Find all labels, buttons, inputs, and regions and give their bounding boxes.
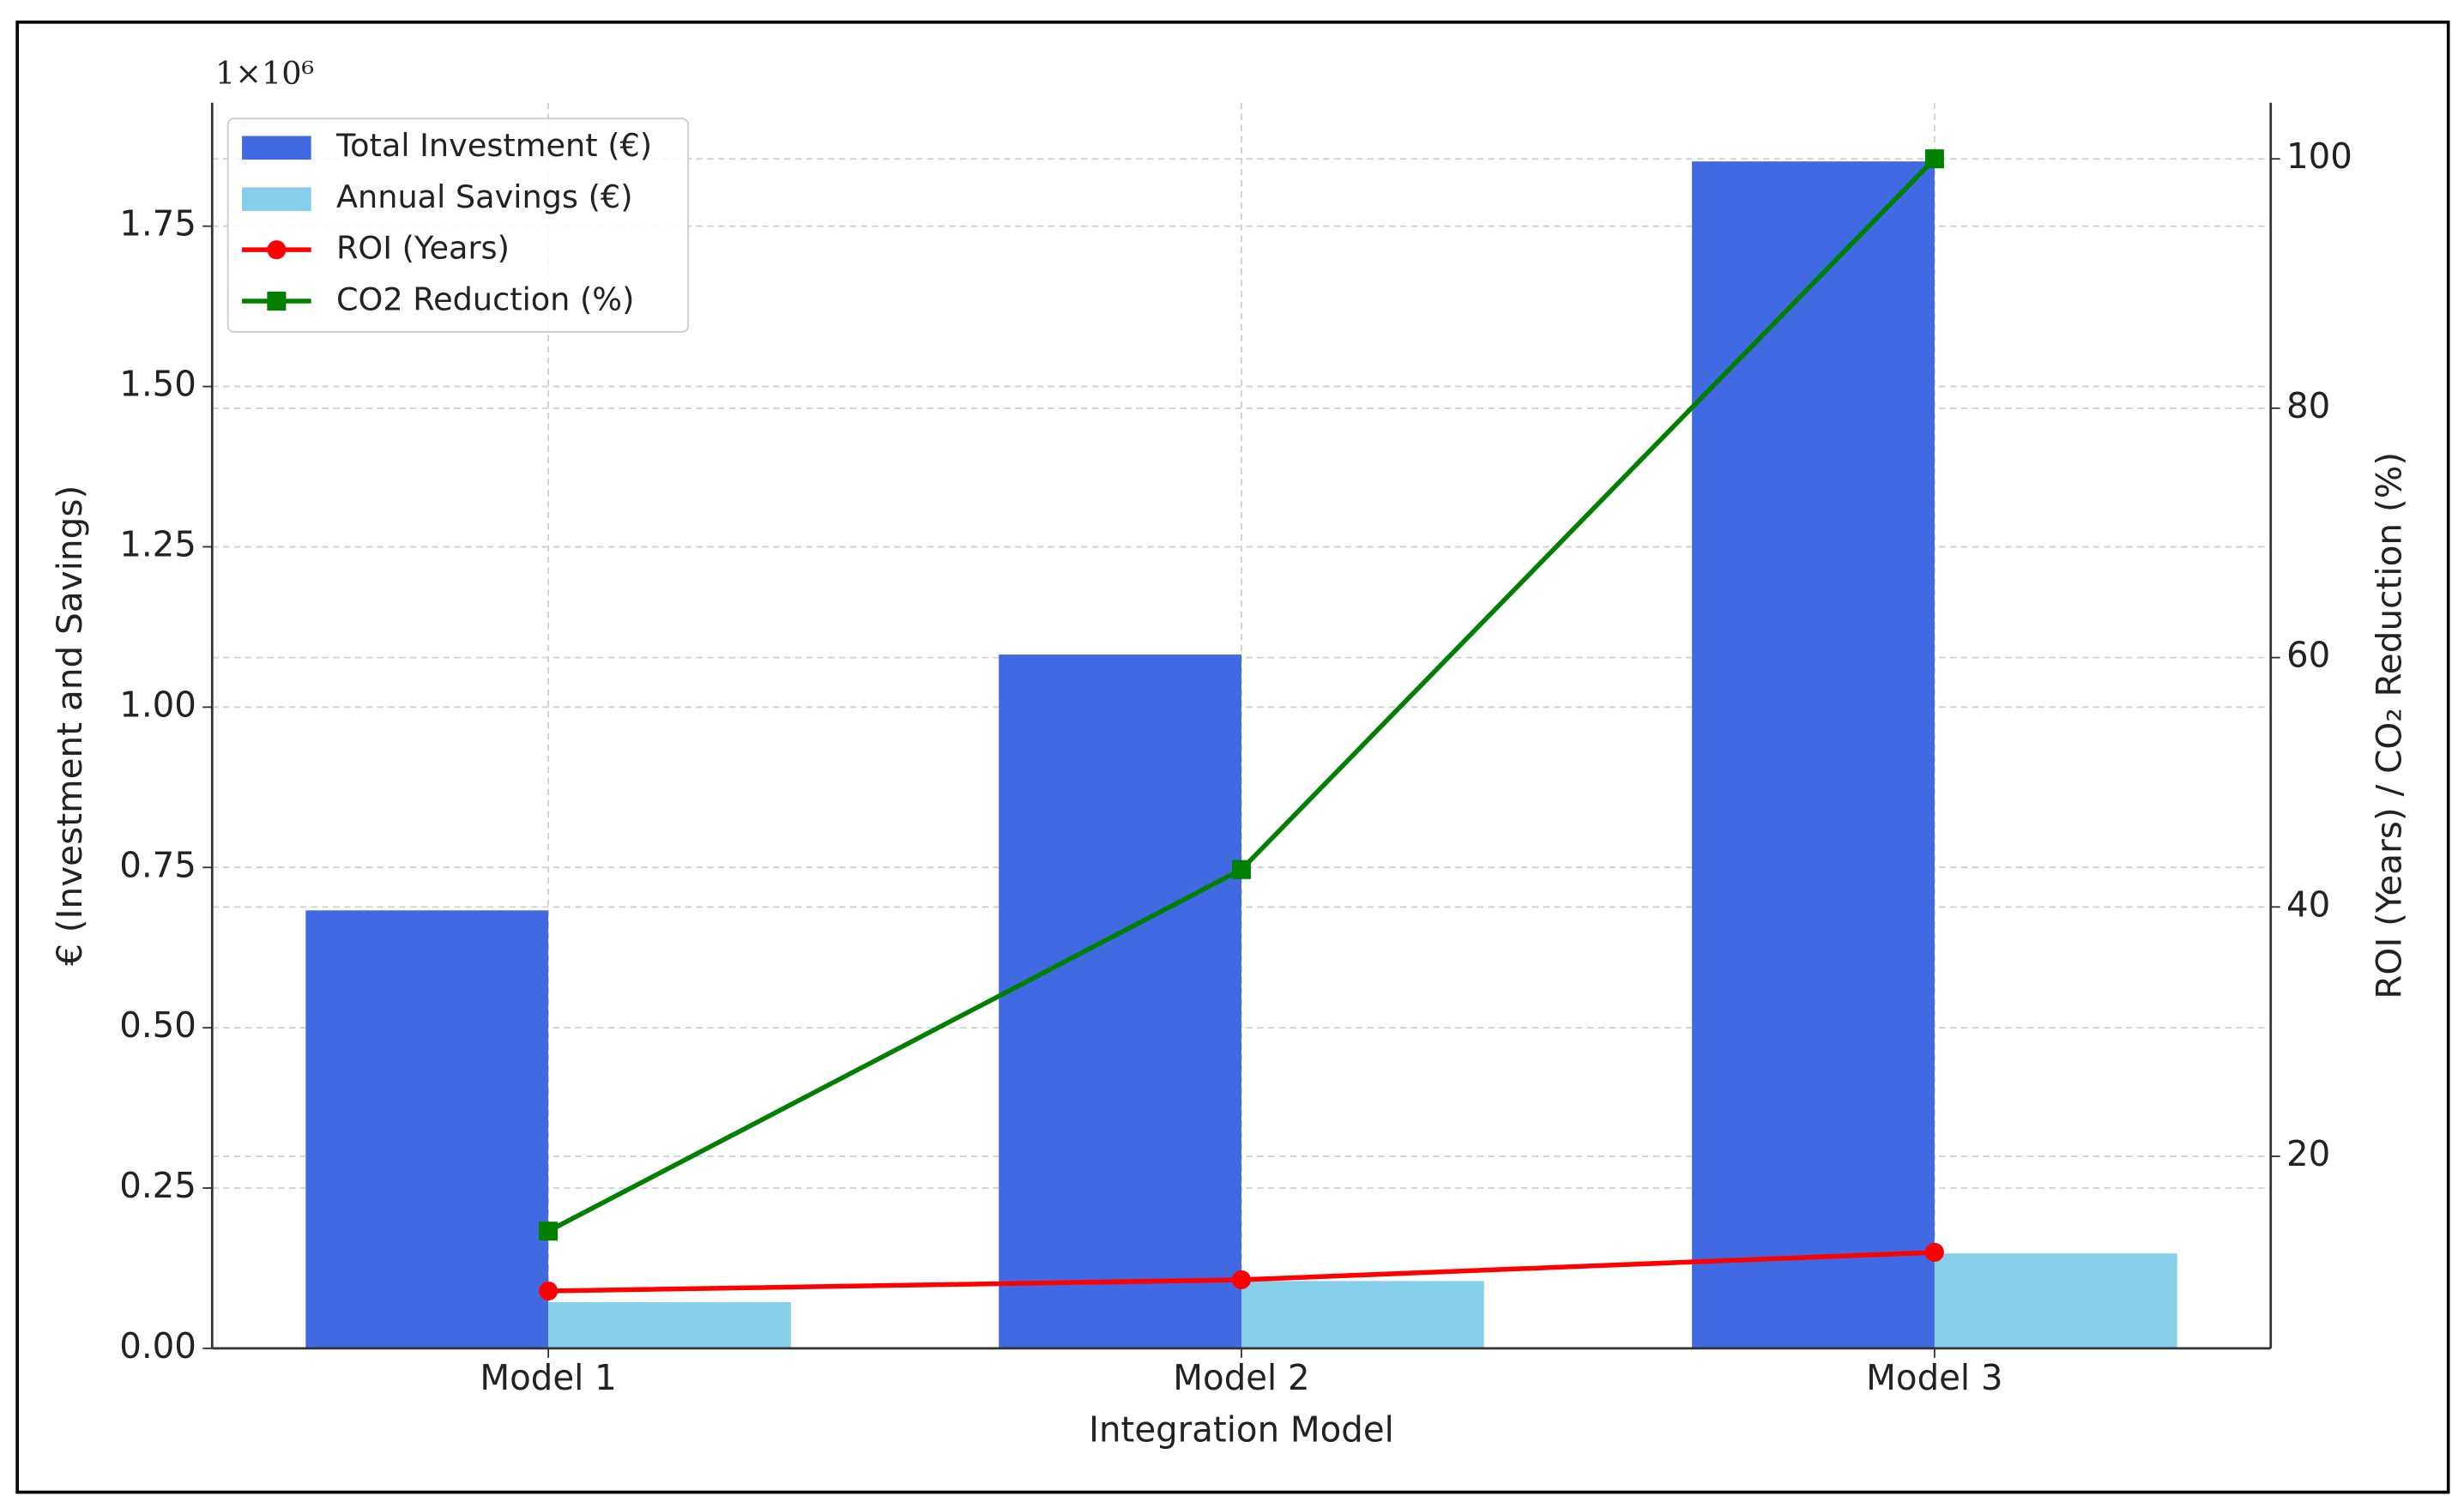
- y2-tick-label: 20: [2286, 1133, 2330, 1174]
- marker: [1924, 1242, 1944, 1263]
- legend-label: Annual Savings (€): [336, 178, 633, 215]
- legend-marker: [267, 291, 287, 311]
- legend-label: Total Investment (€): [335, 127, 652, 164]
- bar: [1934, 1253, 2177, 1348]
- legend-swatch: [242, 136, 311, 160]
- y-tick-label: 1.25: [119, 523, 196, 564]
- y-axis-label: € (Investment and Savings): [49, 486, 90, 966]
- y-offset-label: 1×10⁶: [215, 55, 314, 92]
- y-tick-label: 1.50: [119, 363, 196, 404]
- y-tick-label: 1.00: [119, 684, 196, 725]
- marker: [539, 1221, 559, 1241]
- y-tick-label: 0.25: [119, 1165, 196, 1206]
- marker: [1924, 149, 1944, 169]
- y-tick-label: 0.75: [119, 844, 196, 885]
- marker: [539, 1281, 559, 1301]
- frame: [15, 20, 2450, 1494]
- y2-tick-label: 100: [2286, 136, 2352, 177]
- x-tick-label: Model 2: [1173, 1357, 1309, 1398]
- x-axis-label: Integration Model: [1089, 1408, 1394, 1450]
- bar: [548, 1302, 791, 1348]
- bar: [1241, 1281, 1484, 1348]
- y2-tick-label: 80: [2286, 385, 2330, 426]
- y2-axis-label: ROI (Years) / CO₂ Reduction (%): [2369, 452, 2410, 999]
- bar: [1692, 161, 1935, 1348]
- legend-box: [226, 118, 690, 333]
- y-tick-label: 0.50: [119, 1004, 196, 1046]
- bar: [999, 654, 1241, 1348]
- y2-tick-label: 60: [2286, 635, 2330, 676]
- x-tick-label: Model 1: [480, 1357, 616, 1398]
- y-tick-label: 1.75: [119, 203, 196, 244]
- marker: [1232, 1270, 1251, 1289]
- legend: Total Investment (€) Annual Savings (€) RO…: [226, 118, 690, 333]
- bar: [305, 910, 549, 1348]
- legend-label: CO2 Reduction (%): [336, 280, 634, 317]
- legend-label: ROI (Years): [336, 230, 510, 267]
- y-tick-label: 0.00: [119, 1325, 196, 1366]
- legend-marker: [267, 240, 287, 260]
- legend-swatch: [242, 187, 311, 212]
- y2-tick-label: 40: [2286, 884, 2330, 925]
- marker: [1232, 860, 1251, 879]
- x-tick-label: Model 3: [1866, 1357, 2002, 1398]
